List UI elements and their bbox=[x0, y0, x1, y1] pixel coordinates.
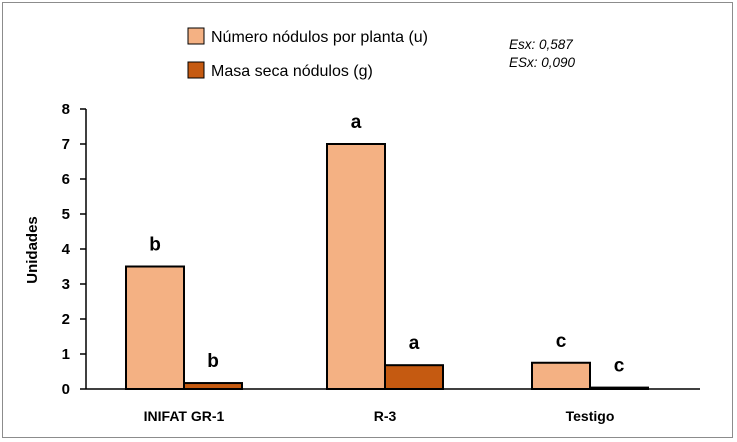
legend-swatch-series-1 bbox=[187, 27, 205, 45]
y-tick-label: 0 bbox=[62, 381, 70, 398]
legend-label-series-1: Número nódulos por planta (u) bbox=[211, 29, 428, 46]
y-tick-label: 2 bbox=[62, 311, 70, 328]
legend: Número nódulos por planta (u) Masa seca … bbox=[187, 27, 428, 80]
y-tick-label: 6 bbox=[62, 171, 70, 188]
annotation-esx-2: ESx: 0,090 bbox=[509, 55, 576, 70]
bar-series-1-2 bbox=[531, 361, 591, 390]
bar-series-1-0 bbox=[125, 265, 185, 390]
y-tick-label: 8 bbox=[62, 101, 70, 118]
significance-label-series-1-0: b bbox=[149, 235, 161, 256]
significance-label-series-2-2: c bbox=[614, 356, 625, 377]
y-axis-label: Unidades bbox=[24, 216, 41, 284]
labels: b b INIFAT GR-1 a a R-3 c c Testigo bbox=[144, 112, 625, 424]
significance-label-series-2-0: b bbox=[207, 351, 219, 372]
bar-series-2-0 bbox=[183, 382, 243, 390]
significance-label-series-2-1: a bbox=[409, 333, 420, 354]
significance-label-series-1-2: c bbox=[556, 331, 567, 352]
y-tick-label: 7 bbox=[62, 136, 70, 153]
bar-series-2-1 bbox=[384, 364, 444, 391]
y-tick-label: 4 bbox=[62, 241, 71, 258]
x-tick-label: R-3 bbox=[374, 408, 397, 424]
bars bbox=[125, 143, 649, 391]
x-tick-label: Testigo bbox=[566, 408, 615, 424]
x-tick-label: INIFAT GR-1 bbox=[144, 408, 225, 424]
annotation-esx-1: Esx: 0,587 bbox=[509, 37, 573, 52]
y-tick-label: 1 bbox=[62, 346, 70, 363]
y-tick-label: 5 bbox=[62, 206, 70, 223]
y-tick-label: 3 bbox=[62, 276, 70, 293]
significance-label-series-1-1: a bbox=[351, 112, 362, 133]
legend-label-series-2: Masa seca nódulos (g) bbox=[211, 63, 373, 80]
bar-series-2-2 bbox=[589, 386, 649, 391]
legend-swatch-series-2 bbox=[187, 61, 205, 79]
bar-series-1-1 bbox=[326, 143, 386, 390]
